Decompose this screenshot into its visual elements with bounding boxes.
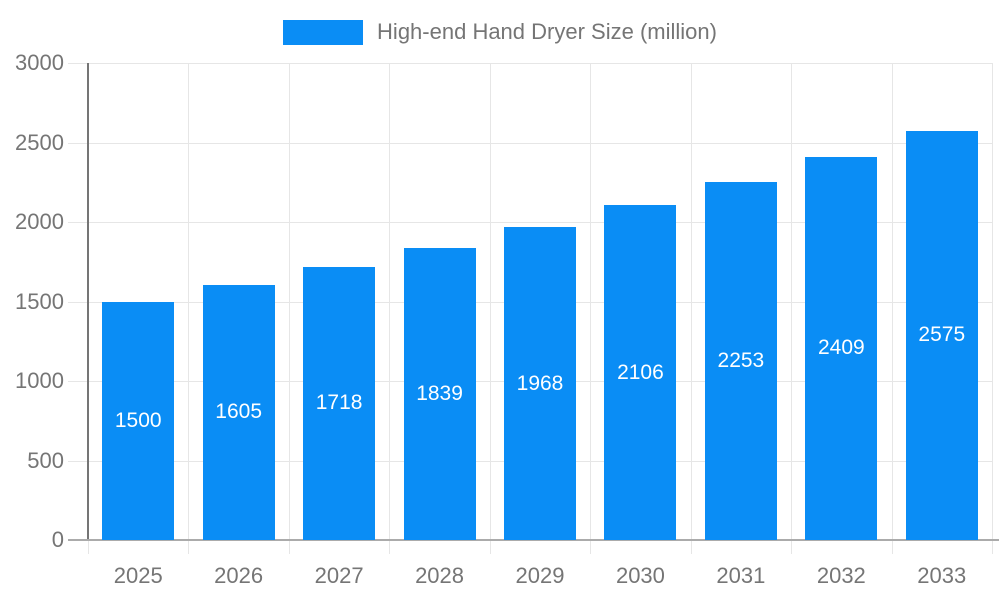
x-axis-line xyxy=(68,539,999,541)
gridline-vertical xyxy=(690,63,692,554)
gridline-vertical xyxy=(288,63,290,554)
y-axis-line xyxy=(87,63,89,540)
bar-value-label: 1605 xyxy=(215,400,263,424)
x-axis-tick-label: 2027 xyxy=(314,563,364,588)
y-axis-tick-label: 2500 xyxy=(15,129,64,155)
gridline-vertical xyxy=(489,63,491,554)
bar-value-label: 2409 xyxy=(817,336,865,360)
x-axis-tick-label: 2029 xyxy=(515,563,565,588)
y-axis-tick-label: 0 xyxy=(51,527,64,552)
gridline-vertical xyxy=(992,63,993,554)
bar[interactable]: 1839 xyxy=(403,247,476,540)
y-axis-tick xyxy=(68,381,88,382)
y-axis-tick-label: 1500 xyxy=(15,288,64,314)
bar-value-label: 2106 xyxy=(617,360,664,384)
y-axis-tick xyxy=(68,301,88,303)
bar[interactable]: 2106 xyxy=(604,205,677,540)
y-axis-tick xyxy=(68,63,88,64)
x-axis-tick-label: 2032 xyxy=(816,563,866,588)
bar[interactable]: 1500 xyxy=(102,301,175,540)
bar[interactable]: 2409 xyxy=(805,156,878,540)
legend-label[interactable]: High-end Hand Dryer Size (million) xyxy=(377,19,717,44)
bar[interactable]: 1968 xyxy=(504,227,576,540)
bar-value-label: 2575 xyxy=(918,323,966,347)
gridline-vertical xyxy=(791,63,793,554)
y-axis-tick xyxy=(68,460,88,462)
bar[interactable]: 1718 xyxy=(303,266,376,540)
bar-value-label: 1500 xyxy=(114,408,162,432)
gridline-horizontal xyxy=(88,142,992,144)
x-axis-tick-label: 2025 xyxy=(113,563,163,588)
legend: High-end Hand Dryer Size (million) xyxy=(0,16,1000,48)
bar-value-label: 1718 xyxy=(315,391,363,415)
y-axis-tick xyxy=(68,222,88,223)
gridline-vertical xyxy=(590,63,592,554)
x-axis-tick-label: 2031 xyxy=(716,563,766,588)
x-axis-tick-label: 2033 xyxy=(917,563,967,588)
x-axis-tick-label: 2026 xyxy=(214,563,264,588)
y-axis-tick-label: 3000 xyxy=(15,50,64,75)
x-axis-tick-label: 2028 xyxy=(415,563,465,588)
legend-swatch[interactable] xyxy=(283,19,364,45)
bar[interactable]: 2575 xyxy=(905,130,978,540)
y-axis-tick-label: 2000 xyxy=(15,209,64,234)
gridline-horizontal xyxy=(88,63,992,64)
x-axis-tick-label: 2030 xyxy=(615,563,665,588)
y-axis-tick xyxy=(68,142,88,144)
bar-value-label: 1968 xyxy=(516,371,564,395)
y-axis-tick-label: 500 xyxy=(27,447,64,473)
gridline-vertical xyxy=(389,63,391,554)
bar-value-label: 2253 xyxy=(717,348,765,372)
bar-value-label: 1839 xyxy=(416,381,463,405)
gridline-horizontal xyxy=(88,222,992,223)
bar[interactable]: 2253 xyxy=(704,181,777,540)
gridline-vertical xyxy=(188,63,190,554)
gridline-vertical xyxy=(891,63,893,554)
bar[interactable]: 1605 xyxy=(202,284,275,540)
y-axis-tick-label: 1000 xyxy=(15,368,64,393)
